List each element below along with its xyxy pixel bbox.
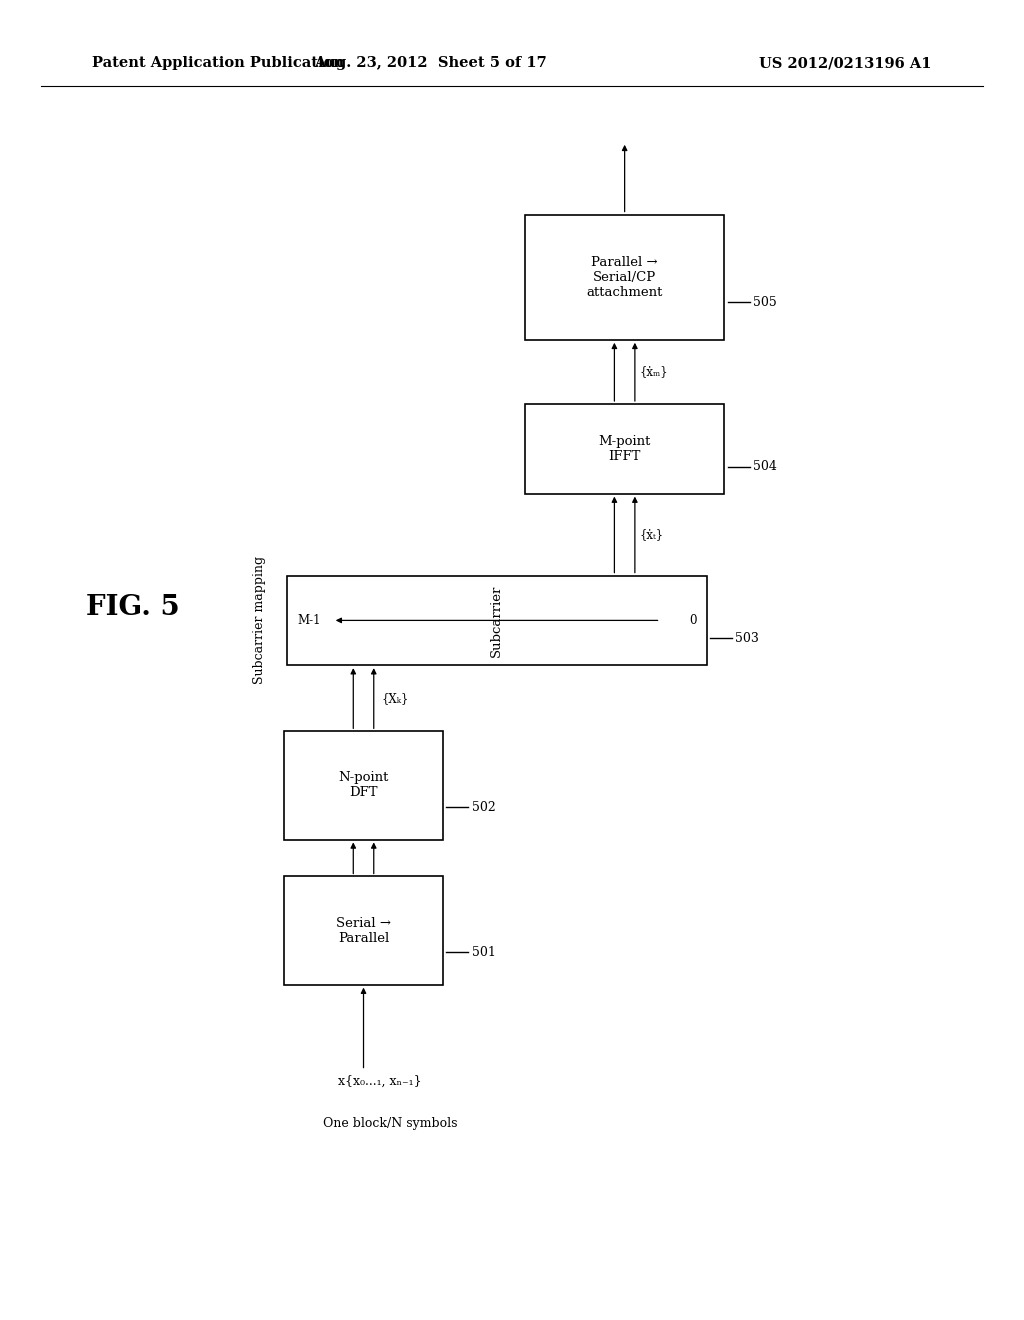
Text: M-point
IFFT: M-point IFFT [598, 434, 651, 463]
Bar [524, 214, 725, 339]
Text: 502: 502 [471, 800, 496, 813]
Text: Serial →
Parallel: Serial → Parallel [336, 916, 391, 945]
Text: FIG. 5: FIG. 5 [86, 594, 180, 620]
Text: 503: 503 [735, 632, 759, 645]
Bar [284, 731, 442, 840]
Text: 0: 0 [689, 614, 696, 627]
Text: {ẋₜ}: {ẋₜ} [640, 528, 665, 541]
Text: 501: 501 [471, 945, 496, 958]
Text: Subcarrier mapping: Subcarrier mapping [253, 556, 266, 685]
Text: {Xₖ}: {Xₖ} [382, 692, 410, 705]
Text: 504: 504 [754, 461, 777, 474]
Text: N-point
DFT: N-point DFT [338, 771, 389, 800]
Text: x{x₀...₁, xₙ₋₁}: x{x₀...₁, xₙ₋₁} [338, 1074, 422, 1088]
Text: One block/N symbols: One block/N symbols [323, 1117, 457, 1130]
Text: 505: 505 [754, 296, 777, 309]
Text: Subcarrier: Subcarrier [490, 585, 503, 656]
Text: M-1: M-1 [297, 614, 321, 627]
Text: Parallel →
Serial/CP
attachment: Parallel → Serial/CP attachment [587, 256, 663, 298]
Text: Patent Application Publication: Patent Application Publication [92, 57, 344, 70]
Bar [287, 576, 707, 665]
Bar [284, 876, 442, 985]
Text: US 2012/0213196 A1: US 2012/0213196 A1 [760, 57, 932, 70]
Text: Aug. 23, 2012  Sheet 5 of 17: Aug. 23, 2012 Sheet 5 of 17 [313, 57, 547, 70]
Bar [524, 404, 725, 494]
Text: {ẋₘ}: {ẋₘ} [640, 366, 669, 379]
